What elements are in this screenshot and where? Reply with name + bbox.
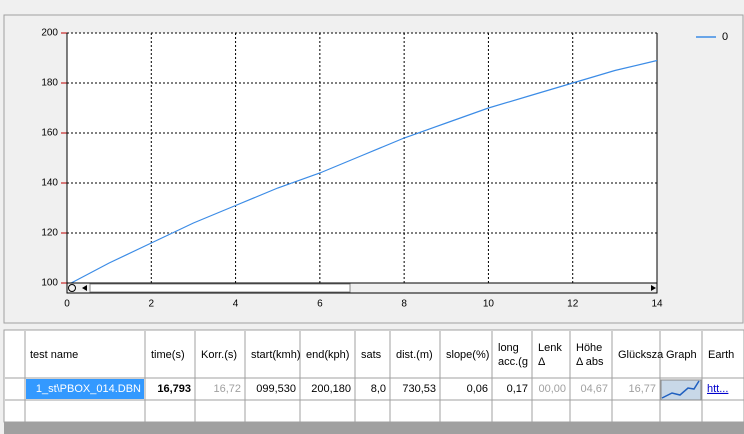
column-header[interactable]: Glücksza	[618, 349, 664, 361]
scroll-left-arrow[interactable]	[82, 285, 87, 291]
column-header[interactable]: start(kmh)	[251, 349, 301, 361]
graph-thumb-line	[661, 380, 700, 399]
column-header[interactable]: sats	[361, 349, 382, 361]
x-tick-label: 6	[317, 299, 323, 310]
scrollbar-track	[66, 282, 658, 294]
cell-text[interactable]: 0,06	[467, 383, 488, 395]
column-header[interactable]: Earth	[708, 349, 734, 361]
column-header[interactable]: dist.(m)	[396, 349, 433, 361]
x-tick-label: 2	[149, 299, 155, 310]
x-tick-label: 8	[401, 299, 407, 310]
x-tick-label: 10	[483, 299, 495, 310]
column-header[interactable]: Graph	[666, 349, 697, 361]
cell-link[interactable]: htt...	[707, 383, 728, 395]
column-header[interactable]: slope(%)	[446, 349, 489, 361]
scroll-thumb[interactable]	[89, 283, 351, 293]
plot-area	[67, 33, 657, 283]
cell-text[interactable]: 099,530	[256, 383, 296, 395]
column-header[interactable]: Δ abs	[576, 356, 604, 368]
legend-label: 0	[722, 31, 728, 43]
scroll-reset-button[interactable]	[68, 284, 76, 292]
graph-thumb-box	[660, 379, 702, 401]
y-tick-label: 120	[41, 228, 58, 239]
cell-text[interactable]: 00,00	[538, 383, 566, 395]
column-header[interactable]: acc.(g	[498, 356, 528, 368]
cell-text[interactable]: 8,0	[371, 383, 386, 395]
x-tick-label: 12	[567, 299, 579, 310]
y-tick-label: 100	[41, 278, 58, 289]
cell-text[interactable]: 16,77	[628, 383, 656, 395]
cell-text[interactable]: 04,67	[580, 383, 608, 395]
cell-text[interactable]: 1_st\PBOX_014.DBN	[36, 383, 141, 395]
grid-panel	[3, 329, 744, 423]
selected-cell	[26, 379, 144, 399]
line-series	[70, 59, 658, 284]
column-header[interactable]: Lenk	[538, 342, 562, 354]
cell-text[interactable]: 16,793	[157, 383, 191, 395]
column-header[interactable]: time(s)	[151, 349, 185, 361]
column-header[interactable]: Δ	[538, 356, 546, 368]
x-tick-label: 14	[651, 299, 663, 310]
scrollbar	[66, 282, 658, 294]
x-tick-label: 4	[233, 299, 239, 310]
column-header[interactable]: Korr.(s)	[201, 349, 237, 361]
y-tick-label: 160	[41, 128, 58, 139]
y-tick-label: 180	[41, 78, 58, 89]
column-header[interactable]: end(kph)	[306, 349, 349, 361]
scroll-right-arrow[interactable]	[651, 285, 656, 291]
y-tick-label: 140	[41, 178, 58, 189]
cell-text[interactable]: 200,180	[311, 383, 351, 395]
grid-empty-area	[4, 422, 744, 434]
cell-text[interactable]: 730,53	[402, 383, 436, 395]
column-header[interactable]: test name	[30, 349, 78, 361]
column-header[interactable]: Höhe	[576, 342, 602, 354]
column-header[interactable]: long	[498, 342, 519, 354]
graph-thumbnail[interactable]	[660, 379, 702, 401]
data-grid: test name 1_st\PBOX_014.DBN time(s) 16,793 K…	[5, 331, 744, 423]
cell-text[interactable]: 0,17	[507, 383, 528, 395]
cell-text[interactable]: 16,72	[213, 383, 241, 395]
x-tick-label: 0	[64, 299, 70, 310]
y-tick-label: 200	[41, 28, 58, 39]
